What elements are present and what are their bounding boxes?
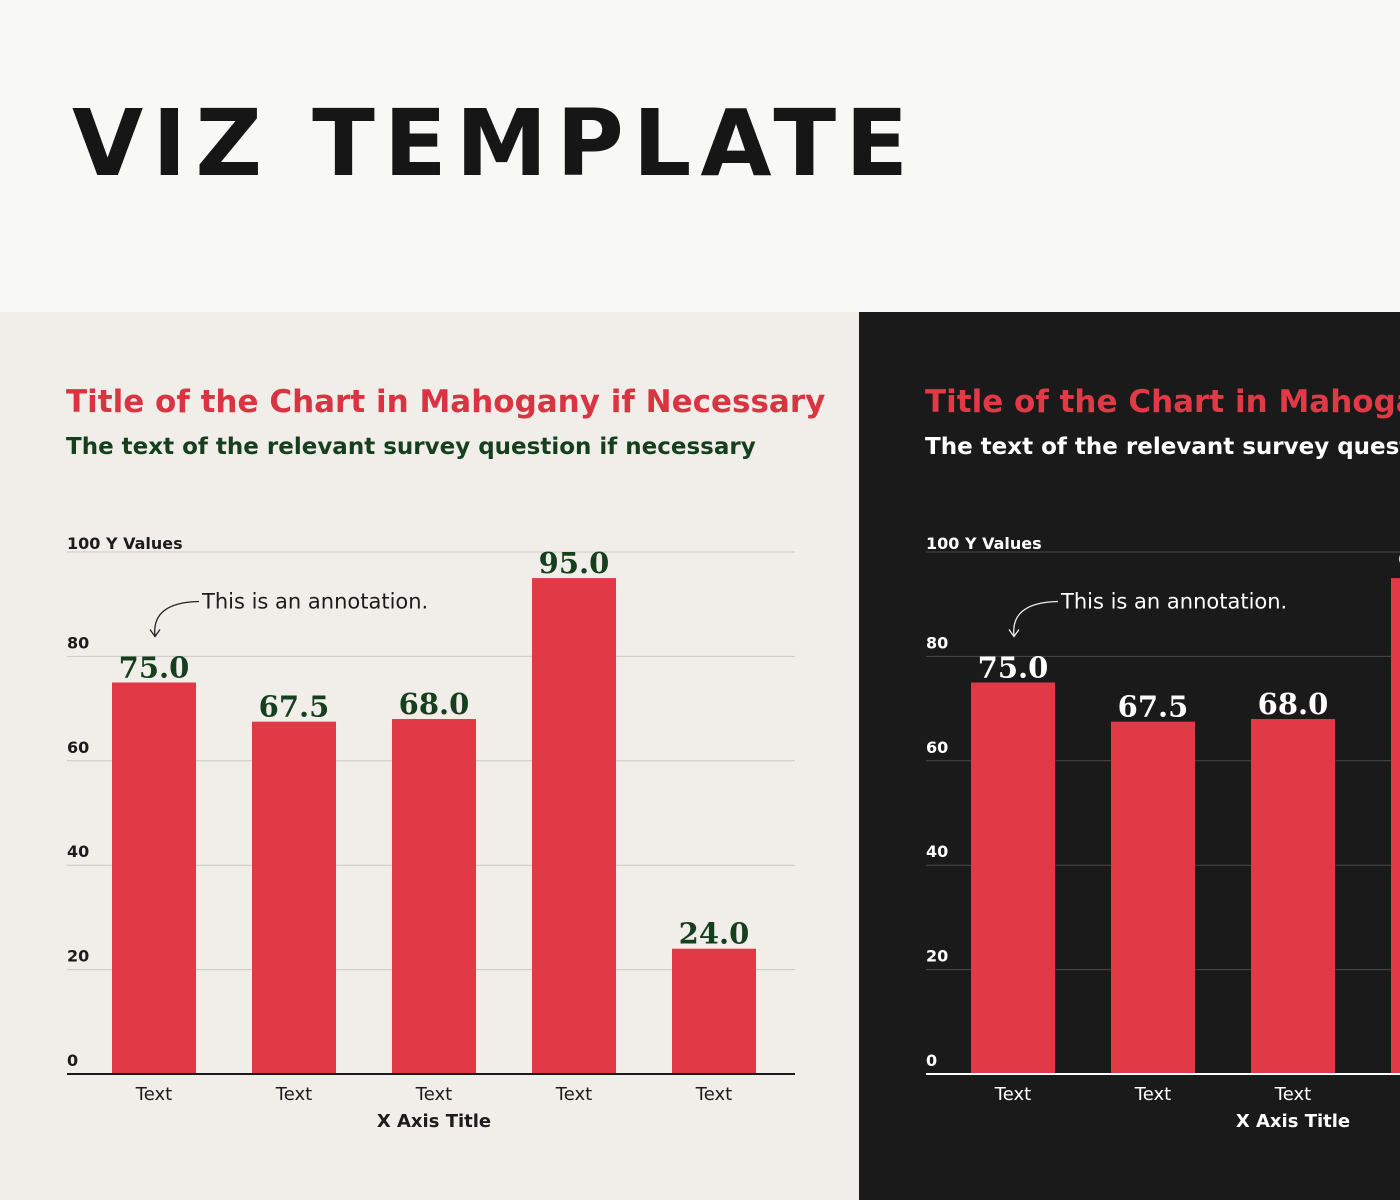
bar xyxy=(672,948,756,1074)
page-title: VIZ TEMPLATE xyxy=(72,90,918,197)
chart-panel-light: Title of the Chart in Mahogany if Necess… xyxy=(0,312,859,1200)
y-tick-label: 80 xyxy=(67,633,89,652)
x-tick-label: Text xyxy=(555,1084,592,1105)
bar xyxy=(971,682,1055,1074)
bar-value-label: 68.0 xyxy=(1258,687,1329,721)
annotation-arrowhead xyxy=(1008,629,1020,638)
bar-value-label: 95.0 xyxy=(1398,546,1400,580)
bar-chart-dark: Title of the Chart in Mahogany if Necess… xyxy=(925,384,1400,1132)
bar-value-label: 67.5 xyxy=(259,690,330,724)
annotation-text: This is an annotation. xyxy=(201,590,428,614)
y-tick-label: 0 xyxy=(67,1051,78,1070)
bar-value-label: 95.0 xyxy=(539,546,610,580)
y-tick-label: 60 xyxy=(926,738,948,757)
bar-value-label: 68.0 xyxy=(399,687,470,721)
x-tick-label: Text xyxy=(1274,1084,1311,1105)
bar xyxy=(1251,719,1335,1074)
chart-title: Title of the Chart in Mahogany if Necess… xyxy=(925,384,1400,420)
bar-value-label: 75.0 xyxy=(119,651,190,685)
x-tick-label: Text xyxy=(415,1084,452,1105)
x-axis-title: X Axis Title xyxy=(1236,1111,1350,1132)
x-tick-label: Text xyxy=(994,1084,1031,1105)
y-tick-label: 40 xyxy=(67,842,89,861)
annotation-arrowhead xyxy=(149,629,161,638)
x-axis-title: X Axis Title xyxy=(377,1111,491,1132)
y-tick-label: 40 xyxy=(926,842,948,861)
y-axis-label: 100 Y Values xyxy=(926,534,1042,553)
bar xyxy=(1391,578,1400,1074)
y-tick-label: 60 xyxy=(67,738,89,757)
chart-subtitle: The text of the relevant survey question… xyxy=(66,434,756,460)
bar xyxy=(112,682,196,1074)
bar xyxy=(532,578,616,1074)
bar xyxy=(1111,721,1195,1074)
annotation-arrow xyxy=(154,600,200,637)
annotation-arrow xyxy=(1013,600,1059,637)
bar xyxy=(252,721,336,1074)
bar-value-label: 75.0 xyxy=(978,651,1049,685)
y-tick-label: 20 xyxy=(67,947,89,966)
x-tick-label: Text xyxy=(1134,1084,1171,1105)
bar-value-label: 24.0 xyxy=(679,917,750,951)
y-axis-label: 100 Y Values xyxy=(67,534,183,553)
y-tick-label: 0 xyxy=(926,1051,937,1070)
y-tick-label: 20 xyxy=(926,947,948,966)
chart-title: Title of the Chart in Mahogany if Necess… xyxy=(66,384,825,420)
chart-subtitle: The text of the relevant survey question… xyxy=(925,434,1400,460)
x-tick-label: Text xyxy=(135,1084,172,1105)
x-tick-label: Text xyxy=(695,1084,732,1105)
bar xyxy=(392,719,476,1074)
bar-value-label: 67.5 xyxy=(1118,690,1189,724)
annotation-text: This is an annotation. xyxy=(1060,590,1287,614)
bar-chart-light: Title of the Chart in Mahogany if Necess… xyxy=(66,384,825,1132)
x-tick-label: Text xyxy=(275,1084,312,1105)
y-tick-label: 80 xyxy=(926,633,948,652)
chart-panel-dark: Title of the Chart in Mahogany if Necess… xyxy=(859,312,1400,1200)
